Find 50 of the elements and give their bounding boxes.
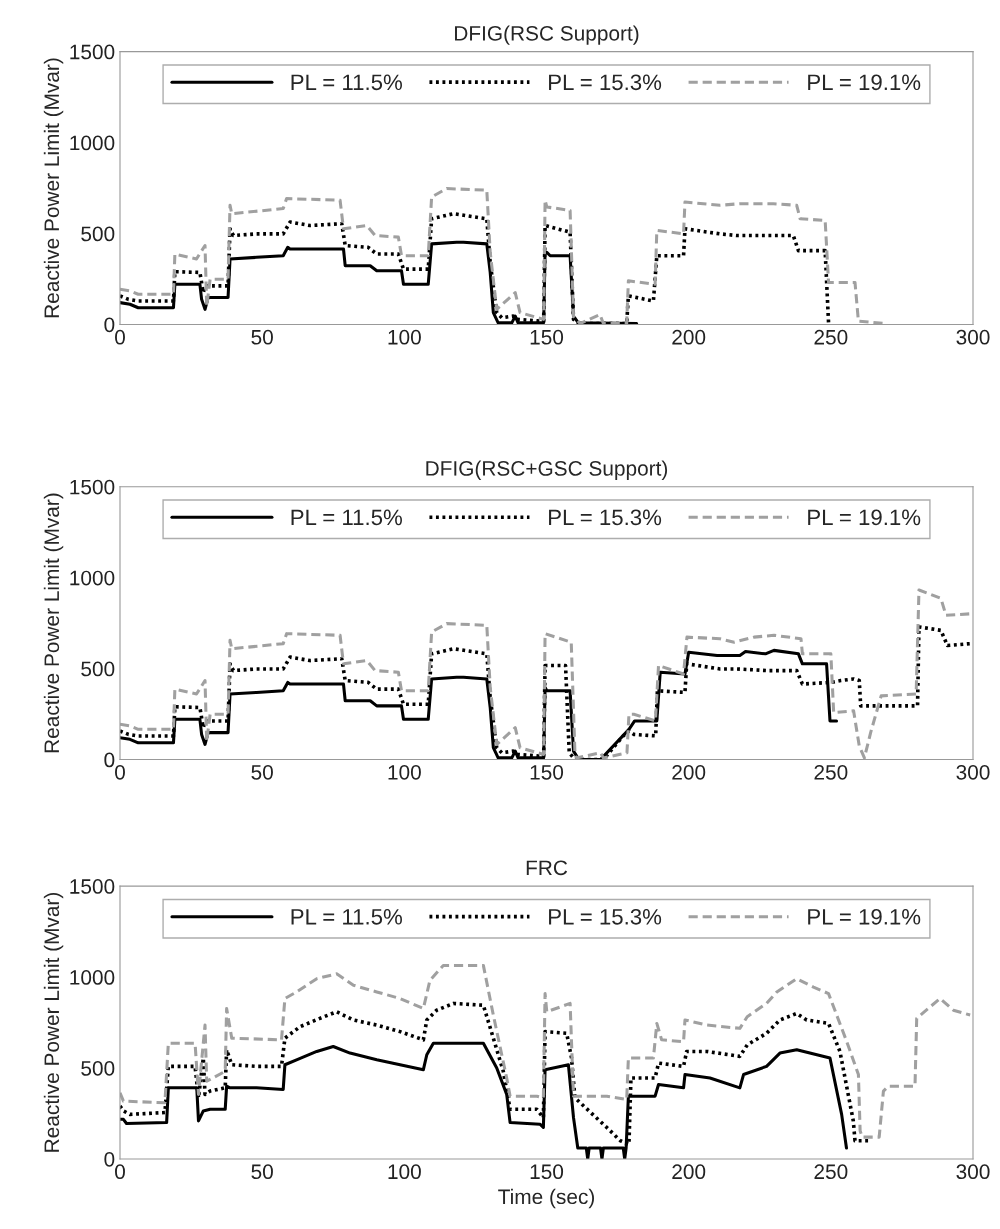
legend-label: PL = 11.5% xyxy=(291,509,402,526)
y-tick-label: 0 xyxy=(104,752,115,768)
x-tick-label: 150 xyxy=(530,764,564,780)
y-tick-label: 500 xyxy=(81,226,115,242)
x-tick-label: 250 xyxy=(814,1164,848,1180)
y-tick-label: 500 xyxy=(81,1061,115,1076)
legend-label: PL = 19.1% xyxy=(808,908,921,925)
y-tick-label: 1000 xyxy=(70,570,115,586)
y-axis-title: Reactive Power Limit (Mvar) xyxy=(43,893,64,1152)
y-tick-label: 1500 xyxy=(70,879,115,894)
y-axis-title: Reactive Power Limit (Mvar) xyxy=(43,58,64,318)
x-tick-label: 0 xyxy=(115,329,125,345)
x-tick-label: 0 xyxy=(115,764,125,780)
y-tick-label: 0 xyxy=(104,1151,115,1167)
x-tick-label: 250 xyxy=(814,329,848,345)
legend-label: PL = 11.5% xyxy=(291,74,402,91)
y-tick-label: 1500 xyxy=(70,479,115,495)
legend-label: PL = 15.3% xyxy=(549,908,662,925)
legend-label: PL = 19.1% xyxy=(808,74,921,91)
x-tick-label: 100 xyxy=(388,1164,421,1180)
x-tick-label: 300 xyxy=(956,764,990,780)
x-tick-label: 50 xyxy=(251,764,273,780)
x-tick-label: 200 xyxy=(672,764,706,780)
legend-label: PL = 15.3% xyxy=(549,509,662,526)
x-tick-label: 50 xyxy=(251,329,273,345)
x-tick-label: 150 xyxy=(530,1164,564,1180)
y-tick-label: 1000 xyxy=(70,970,115,985)
legend-label: PL = 19.1% xyxy=(808,509,921,526)
y-axis-title: Reactive Power Limit (Mvar) xyxy=(43,493,64,753)
legend-label: PL = 15.3% xyxy=(549,74,662,91)
line-series xyxy=(120,211,831,325)
chart-title: DFIG(RSC Support) xyxy=(455,25,639,45)
y-tick-label: 1000 xyxy=(70,135,115,151)
x-tick-label: 100 xyxy=(388,329,421,345)
x-tick-label: 200 xyxy=(672,329,706,345)
y-tick-label: 500 xyxy=(81,661,115,677)
chart-title: FRC xyxy=(526,860,568,876)
x-tick-label: 0 xyxy=(115,1164,125,1180)
y-tick-label: 1500 xyxy=(70,44,115,60)
x-tick-label: 50 xyxy=(251,1164,273,1180)
legend-label: PL = 11.5% xyxy=(291,909,402,925)
x-tick-label: 100 xyxy=(388,764,421,780)
x-tick-label: 150 xyxy=(530,329,564,345)
x-tick-label: 300 xyxy=(956,329,990,345)
chart-title: DFIG(RSC+GSC Support) xyxy=(426,460,668,480)
x-tick-label: 250 xyxy=(814,764,848,780)
y-tick-label: 0 xyxy=(104,317,115,333)
x-tick-label: 300 xyxy=(956,1164,990,1180)
x-tick-label: 200 xyxy=(672,1164,706,1180)
x-axis-title: Time (sec) xyxy=(498,1188,595,1209)
